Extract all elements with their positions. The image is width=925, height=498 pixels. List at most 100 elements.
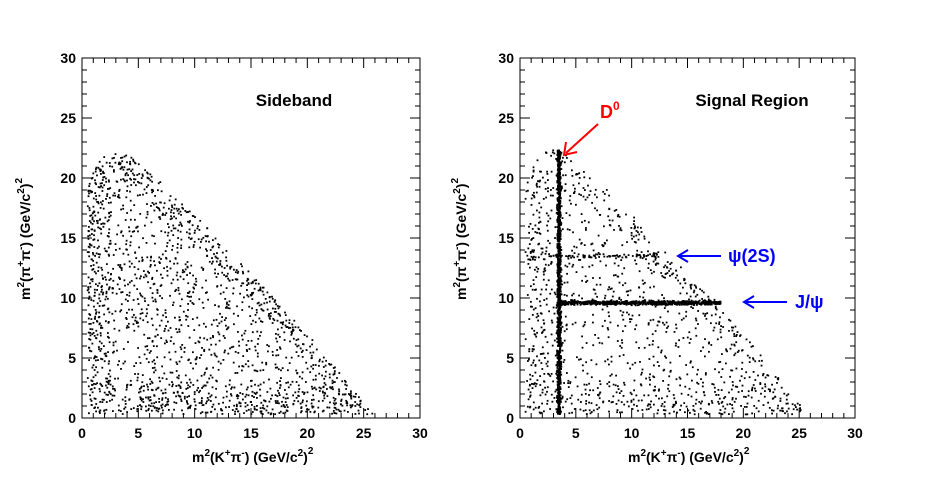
scatter-point xyxy=(99,412,101,414)
scatter-point xyxy=(294,391,297,394)
scatter-point xyxy=(578,294,580,297)
scatter-point xyxy=(251,395,254,397)
scatter-point xyxy=(346,404,348,407)
scatter-point xyxy=(109,369,111,372)
scatter-point xyxy=(189,238,192,240)
scatter-point xyxy=(256,391,258,394)
scatter-point xyxy=(266,405,269,408)
scatter-point xyxy=(596,303,599,306)
scatter-point xyxy=(748,356,751,359)
scatter-point xyxy=(272,307,274,310)
scatter-point xyxy=(703,302,706,305)
scatter-point xyxy=(557,254,560,257)
scatter-point xyxy=(621,256,624,259)
scatter-point xyxy=(167,398,169,401)
scatter-point xyxy=(235,407,238,410)
scatter-point xyxy=(162,392,164,395)
scatter-point xyxy=(531,387,534,389)
scatter-point xyxy=(633,220,635,222)
scatter-point xyxy=(535,191,538,194)
scatter-point xyxy=(332,388,334,391)
scatter-point xyxy=(539,375,541,377)
scatter-point xyxy=(553,397,556,399)
scatter-point xyxy=(527,398,530,401)
scatter-point xyxy=(268,400,271,403)
scatter-point xyxy=(160,284,163,286)
scatter-point xyxy=(676,302,679,304)
scatter-point xyxy=(102,207,105,210)
scatter-point xyxy=(153,260,155,263)
scatter-point xyxy=(161,377,164,380)
scatter-point xyxy=(253,405,256,408)
scatter-point xyxy=(524,410,527,413)
scatter-point xyxy=(735,397,737,400)
scatter-point xyxy=(171,206,174,209)
scatter-point xyxy=(622,330,624,333)
scatter-point xyxy=(98,227,101,230)
scatter-point xyxy=(169,327,172,329)
scatter-point xyxy=(90,221,92,224)
scatter-point xyxy=(663,401,666,403)
scatter-point xyxy=(559,311,562,314)
scatter-point xyxy=(553,339,556,342)
scatter-point xyxy=(345,384,348,387)
scatter-point xyxy=(167,223,169,225)
scatter-point xyxy=(236,397,239,400)
scatter-point xyxy=(660,272,663,274)
scatter-point xyxy=(118,277,121,280)
scatter-point xyxy=(121,291,124,293)
scatter-point xyxy=(123,155,126,158)
scatter-point xyxy=(561,303,563,305)
scatter-point xyxy=(620,390,623,392)
scatter-point xyxy=(632,223,635,225)
scatter-point xyxy=(767,374,770,377)
scatter-point xyxy=(312,378,315,381)
scatter-point xyxy=(546,229,549,232)
scatter-point xyxy=(678,339,680,342)
scatter-point xyxy=(168,226,170,229)
scatter-point xyxy=(345,399,348,402)
scatter-point xyxy=(639,255,642,258)
scatter-point xyxy=(587,221,590,224)
scatter-point xyxy=(133,266,136,268)
scatter-point xyxy=(534,333,537,336)
scatter-point xyxy=(747,390,750,393)
scatter-point xyxy=(620,229,623,232)
scatter-point xyxy=(117,363,119,366)
scatter-point xyxy=(166,245,168,248)
scatter-point xyxy=(143,276,145,279)
scatter-point xyxy=(101,285,103,287)
scatter-point xyxy=(183,346,186,349)
scatter-point xyxy=(260,410,263,413)
scatter-point xyxy=(271,408,274,411)
scatter-point xyxy=(160,389,163,392)
scatter-point xyxy=(107,297,109,300)
scatter-point xyxy=(223,319,226,321)
scatter-point xyxy=(559,348,561,351)
scatter-point xyxy=(275,303,277,306)
scatter-point xyxy=(151,324,154,327)
scatter-point xyxy=(219,362,222,365)
scatter-point xyxy=(650,272,653,275)
scatter-point xyxy=(268,300,271,303)
scatter-point xyxy=(145,315,148,318)
scatter-point xyxy=(265,363,268,366)
scatter-point xyxy=(140,408,143,411)
scatter-point xyxy=(247,295,250,298)
scatter-point xyxy=(104,216,107,219)
scatter-point xyxy=(616,409,619,411)
scatter-point xyxy=(620,259,623,261)
scatter-point xyxy=(92,299,95,302)
scatter-point xyxy=(559,302,561,304)
scatter-point xyxy=(289,326,292,329)
scatter-point xyxy=(690,360,692,363)
scatter-point xyxy=(592,249,595,252)
scatter-point xyxy=(97,211,100,214)
scatter-point xyxy=(556,280,559,283)
scatter-point xyxy=(93,357,95,360)
scatter-point xyxy=(156,407,158,409)
scatter-point xyxy=(634,225,636,228)
scatter-point xyxy=(643,346,646,349)
scatter-point xyxy=(260,401,263,404)
scatter-point xyxy=(139,404,141,406)
